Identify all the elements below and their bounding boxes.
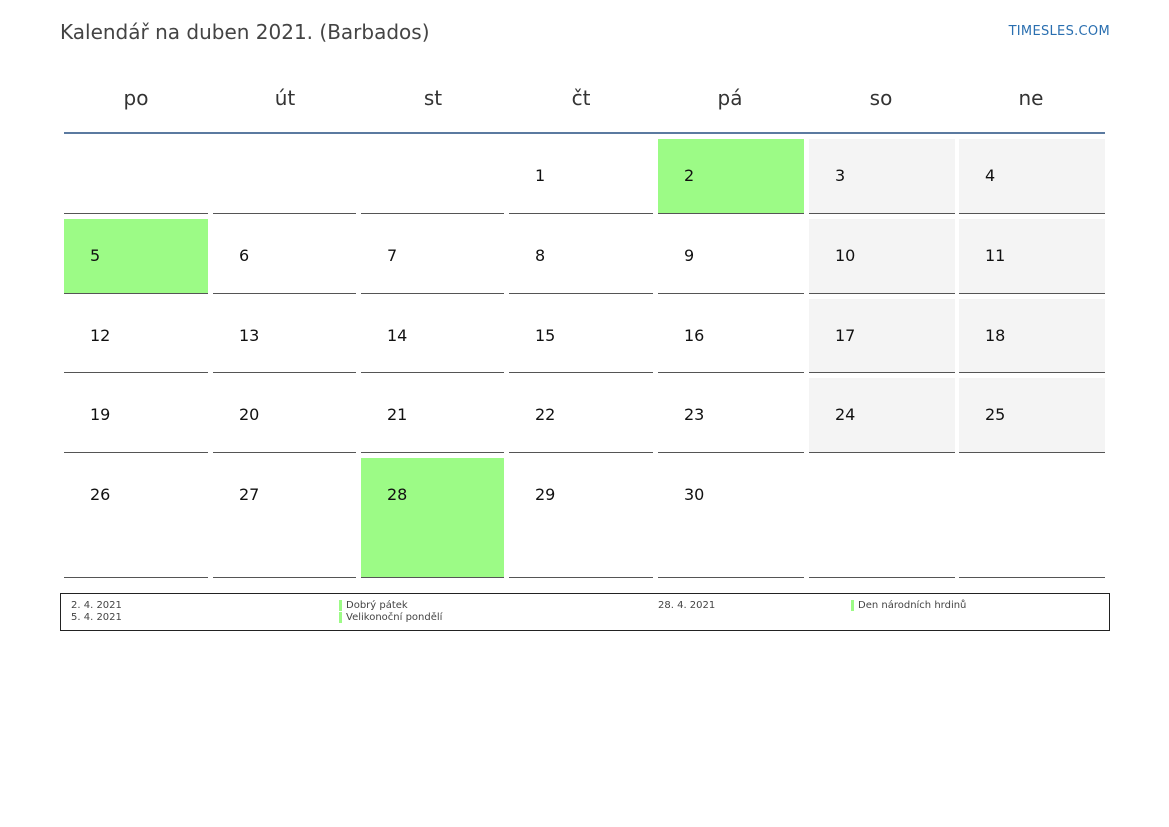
day-number: 2 — [684, 166, 695, 185]
day-number: 3 — [835, 166, 846, 185]
calendar-day-cell: 27 — [213, 458, 356, 578]
day-number: 30 — [684, 485, 705, 504]
legend-color-bar — [339, 600, 342, 611]
legend-color-bar — [339, 612, 342, 623]
calendar-empty-cell — [959, 458, 1105, 578]
calendar-day-cell: 2 — [658, 139, 804, 214]
day-number: 21 — [387, 405, 408, 424]
calendar-day-cell: 13 — [213, 299, 356, 373]
weekday-label: po — [123, 86, 149, 110]
weekday-label: so — [869, 86, 893, 110]
day-number: 26 — [90, 485, 111, 504]
calendar-day-cell: 7 — [361, 219, 504, 294]
calendar-day-cell: 26 — [64, 458, 208, 578]
calendar-day-cell: 21 — [361, 378, 504, 453]
weekday-header-row: po út st čt pá so ne — [64, 80, 1105, 134]
day-number: 12 — [90, 326, 111, 345]
page-title: Kalendář na duben 2021. (Barbados) — [60, 20, 430, 44]
calendar-day-cell: 1 — [509, 139, 653, 214]
legend-color-bar — [851, 600, 854, 611]
day-number: 7 — [387, 246, 398, 265]
calendar-day-cell: 15 — [509, 299, 653, 373]
calendar-day-cell: 11 — [959, 219, 1105, 294]
day-number: 20 — [239, 405, 260, 424]
day-number: 14 — [387, 326, 408, 345]
legend-date: 5. 4. 2021 — [71, 612, 122, 623]
calendar-empty-cell — [64, 139, 208, 214]
weekday-label: út — [274, 86, 296, 110]
legend-date: 28. 4. 2021 — [658, 600, 716, 611]
calendar-day-cell: 16 — [658, 299, 804, 373]
weekday-label: čt — [571, 86, 591, 110]
calendar-day-cell: 12 — [64, 299, 208, 373]
calendar-day-cell: 24 — [809, 378, 955, 453]
legend-holiday-name: Den národních hrdinů — [858, 600, 967, 611]
day-number: 9 — [684, 246, 695, 265]
day-number: 4 — [985, 166, 996, 185]
day-number: 23 — [684, 405, 705, 424]
day-number: 28 — [387, 485, 408, 504]
calendar-day-cell: 8 — [509, 219, 653, 294]
calendar-day-cell: 14 — [361, 299, 504, 373]
calendar-day-cell: 30 — [658, 458, 804, 578]
calendar-day-cell: 22 — [509, 378, 653, 453]
calendar-day-cell: 3 — [809, 139, 955, 214]
holiday-legend: 2. 4. 2021 Dobrý pátek 5. 4. 2021 Veliko… — [60, 593, 1110, 631]
calendar-day-cell: 9 — [658, 219, 804, 294]
calendar-day-cell: 18 — [959, 299, 1105, 373]
calendar-day-cell: 10 — [809, 219, 955, 294]
legend-date: 2. 4. 2021 — [71, 600, 122, 611]
calendar-empty-cell — [809, 458, 955, 578]
day-number: 1 — [535, 166, 546, 185]
day-number: 6 — [239, 246, 250, 265]
calendar-day-cell: 17 — [809, 299, 955, 373]
weekday-label: pá — [717, 86, 743, 110]
calendar-day-cell: 23 — [658, 378, 804, 453]
day-number: 15 — [535, 326, 556, 345]
legend-holiday-name: Velikonoční pondělí — [346, 612, 443, 623]
calendar-day-cell: 19 — [64, 378, 208, 453]
brand-link[interactable]: TIMESLES.COM — [1008, 24, 1110, 39]
day-number: 17 — [835, 326, 856, 345]
day-number: 8 — [535, 246, 546, 265]
calendar-day-cell: 6 — [213, 219, 356, 294]
day-number: 5 — [90, 246, 101, 265]
weekday-label: st — [423, 86, 443, 110]
calendar-day-cell: 28 — [361, 458, 504, 578]
calendar-day-cell: 29 — [509, 458, 653, 578]
day-number: 16 — [684, 326, 705, 345]
day-number: 27 — [239, 485, 260, 504]
day-number: 11 — [985, 246, 1006, 265]
calendar-day-cell: 4 — [959, 139, 1105, 214]
calendar-day-cell: 25 — [959, 378, 1105, 453]
day-number: 13 — [239, 326, 260, 345]
calendar-day-cell: 5 — [64, 219, 208, 294]
legend-holiday-name: Dobrý pátek — [346, 600, 408, 611]
day-number: 18 — [985, 326, 1006, 345]
weekday-label: ne — [1018, 86, 1044, 110]
day-number: 25 — [985, 405, 1006, 424]
calendar-empty-cell — [361, 139, 504, 214]
calendar-empty-cell — [213, 139, 356, 214]
day-number: 22 — [535, 405, 556, 424]
calendar-day-cell: 20 — [213, 378, 356, 453]
day-number: 24 — [835, 405, 856, 424]
day-number: 29 — [535, 485, 556, 504]
day-number: 10 — [835, 246, 856, 265]
day-number: 19 — [90, 405, 111, 424]
